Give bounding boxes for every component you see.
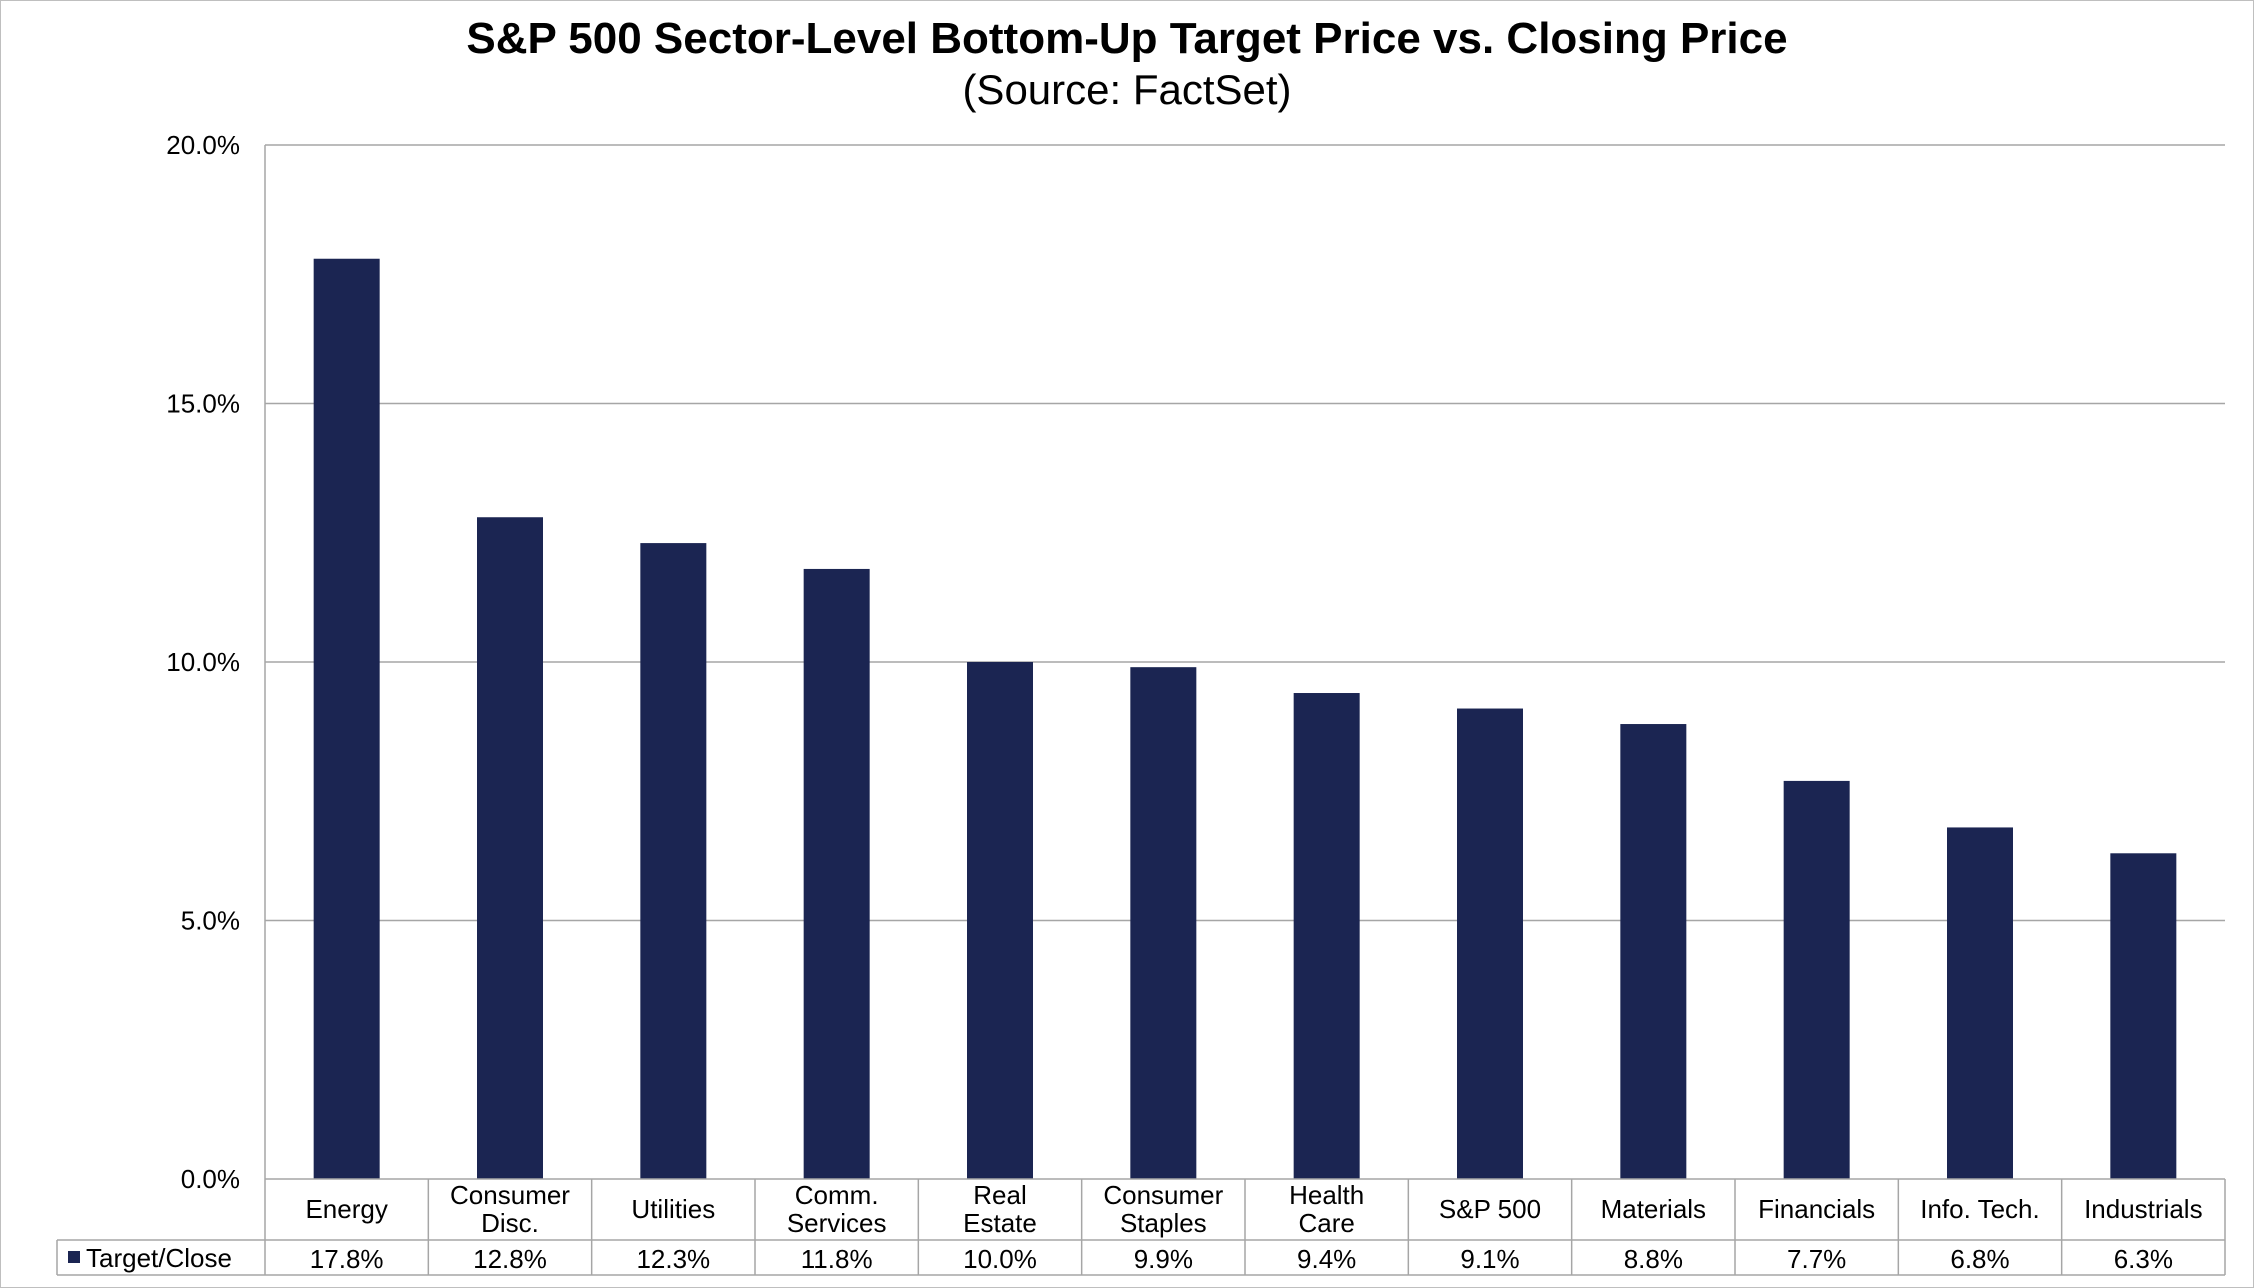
x-tick-label: Comm. Services [787, 1180, 887, 1238]
x-tick-label: Financials [1758, 1194, 1875, 1224]
x-tick-label: Real Estate [963, 1180, 1037, 1238]
bar [1130, 667, 1197, 1179]
y-tick-label: 20.0% [166, 130, 240, 160]
x-tick-label: S&P 500 [1439, 1194, 1541, 1224]
legend-label: Target/Close [86, 1243, 232, 1273]
chart-subtitle: (Source: FactSet) [962, 66, 1292, 113]
data-label: 10.0% [963, 1244, 1037, 1274]
y-tick-label: 15.0% [166, 389, 240, 419]
y-tick-label: 0.0% [181, 1164, 240, 1194]
chart-title: S&P 500 Sector-Level Bottom-Up Target Pr… [466, 14, 1788, 63]
data-label: 6.3% [2114, 1244, 2173, 1274]
x-tick-label: Materials [1601, 1194, 1706, 1224]
bar [1457, 708, 1523, 1179]
bar [2110, 853, 2177, 1179]
data-label: 9.1% [1460, 1244, 1519, 1274]
data-label: 12.3% [636, 1244, 710, 1274]
data-label: 12.8% [473, 1244, 547, 1274]
x-tick-label: Consumer Disc. [450, 1180, 570, 1238]
x-tick-label: Energy [305, 1194, 387, 1224]
data-table: Energy Consumer Disc. Utilities Comm. Service… [56, 1178, 2226, 1276]
bar [640, 543, 707, 1179]
data-label: 8.8% [1624, 1244, 1683, 1274]
x-tick-label: Info. Tech. [1920, 1194, 2040, 1224]
bar [967, 662, 1033, 1179]
data-label: 9.9% [1134, 1244, 1193, 1274]
data-label: 7.7% [1787, 1244, 1846, 1274]
y-tick-label: 5.0% [181, 906, 240, 936]
gridlines [264, 144, 2225, 1179]
data-label: 9.4% [1297, 1244, 1356, 1274]
data-label: 17.8% [310, 1244, 384, 1274]
data-label: 6.8% [1950, 1244, 2009, 1274]
bar [1293, 693, 1360, 1179]
x-tick-label: Utilities [631, 1194, 715, 1224]
bar [1947, 827, 2013, 1179]
bar [313, 258, 380, 1179]
y-tick-label: 10.0% [166, 647, 240, 677]
bar [1783, 780, 1850, 1179]
y-axis-tick-labels: 0.0% 5.0% 10.0% 15.0% 20.0% [166, 130, 240, 1194]
legend-swatch [68, 1251, 80, 1263]
bar [803, 568, 870, 1179]
x-tick-label: Consumer Staples [1103, 1180, 1223, 1238]
data-label: 11.8% [801, 1244, 873, 1274]
bar [477, 517, 543, 1179]
bars [313, 258, 2177, 1179]
x-tick-label: Health Care [1289, 1180, 1364, 1238]
bar [1620, 724, 1687, 1179]
x-tick-label: Industrials [2084, 1194, 2203, 1224]
